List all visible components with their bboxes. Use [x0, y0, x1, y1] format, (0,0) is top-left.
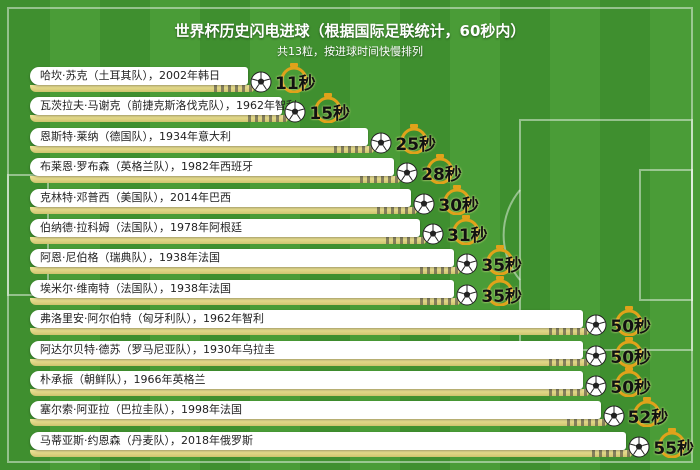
soccer-ball-icon	[396, 162, 418, 184]
player-label: 阿达尔贝特·德苏（罗马尼亚队），1930年乌拉圭	[40, 342, 275, 356]
bar-trail	[30, 389, 590, 396]
bar-trail	[30, 419, 607, 427]
bar-row: 朴承振（朝鲜队），1966年英格兰 50秒	[30, 367, 675, 398]
player-label-box: 朴承振（朝鲜队），1966年英格兰	[30, 371, 584, 389]
soccer-ball-icon	[628, 436, 650, 458]
stopwatch-icon	[314, 93, 342, 124]
player-label-box: 哈坎·苏克（土耳其队），2002年韩日	[30, 67, 248, 85]
soccer-ball-icon	[284, 101, 306, 123]
stopwatch-icon	[658, 427, 686, 458]
bar-trail	[30, 237, 426, 244]
stopwatch-icon	[486, 275, 514, 306]
goal-time-label: 35秒	[481, 256, 523, 277]
player-label-box: 阿恩·尼伯格（瑞典队），1938年法国	[30, 249, 455, 268]
goal-time-label: 28秒	[421, 165, 462, 186]
goal-time-label: 15秒	[309, 104, 351, 125]
goal-time-label: 31秒	[447, 226, 488, 246]
soccer-ball-icon	[456, 284, 478, 306]
player-label: 朴承振（朝鲜队），1966年英格兰	[40, 373, 206, 386]
goal-time-label: 50秒	[610, 317, 652, 338]
bar-row: 哈坎·苏克（土耳其队），2002年韩日 11秒	[30, 63, 340, 94]
stopwatch-icon	[615, 336, 643, 367]
player-label-box: 伯纳德·拉科姆（法国队），1978年阿根廷	[30, 219, 420, 237]
bar-trail	[30, 449, 633, 457]
player-label-box: 克林特·邓普西（美国队），2014年巴西	[30, 188, 412, 207]
soccer-ball-icon	[422, 223, 444, 245]
bar-row: 克林特·邓普西（美国队），2014年巴西 30秒	[30, 184, 503, 216]
goal-time-label: 11秒	[275, 74, 316, 94]
soccer-ball-icon	[250, 71, 272, 93]
stopwatch-icon	[443, 184, 471, 215]
player-label: 马蒂亚斯·约恩森（丹麦队），2018年俄罗斯	[40, 433, 253, 447]
goal-time-label: 30秒	[438, 195, 480, 216]
stopwatch-icon	[452, 215, 480, 245]
goal-time-label: 35秒	[481, 286, 523, 307]
player-label-box: 埃米尔·维南特（法国队），1938年法国	[30, 279, 455, 298]
bar-row: 伯纳德·拉科姆（法国队），1978年阿根廷 31秒	[30, 215, 512, 246]
bar-row: 弗洛里安·阿尔伯特（匈牙利队），1962年智利 50秒	[30, 306, 675, 338]
bar-trail	[30, 358, 590, 366]
goal-time-label: 50秒	[610, 378, 652, 398]
stopwatch-icon	[633, 397, 661, 428]
soccer-ball-icon	[585, 375, 607, 397]
goal-time-label: 25秒	[395, 134, 437, 155]
bar-trail	[30, 115, 289, 123]
player-label: 瓦茨拉夫·马谢克（前捷克斯洛伐克队），1962年智利	[40, 99, 297, 113]
player-label: 埃米尔·维南特（法国队），1938年法国	[40, 281, 231, 295]
chart-subtitle: 共13粒，按进球时间快慢排列	[277, 45, 423, 58]
player-label-box: 塞尔索·阿亚拉（巴拉圭队），1998年法国	[30, 401, 601, 420]
goal-time-label: 52秒	[627, 408, 669, 429]
bar-trail	[30, 145, 375, 153]
player-label: 哈坎·苏克（土耳其队），2002年韩日	[40, 69, 220, 82]
player-label: 恩斯特·莱纳（德国队），1934年意大利	[40, 129, 231, 143]
stopwatch-icon	[400, 123, 428, 154]
player-label: 伯纳德·拉科姆（法国队），1978年阿根廷	[40, 221, 242, 234]
player-label-box: 马蒂亚斯·约恩森（丹麦队），2018年俄罗斯	[30, 431, 627, 450]
player-label-box: 弗洛里安·阿尔伯特（匈牙利队），1962年智利	[30, 310, 584, 329]
stopwatch-icon	[426, 154, 454, 185]
bar-trail	[30, 328, 590, 336]
player-label-box: 阿达尔贝特·德苏（罗马尼亚队），1930年乌拉圭	[30, 340, 584, 359]
player-label-box: 瓦茨拉夫·马谢克（前捷克斯洛伐克队），1962年智利	[30, 97, 297, 116]
bar-trail	[30, 206, 418, 214]
soccer-ball-icon	[585, 314, 607, 336]
player-label-box: 布莱恩·罗布森（英格兰队），1982年西班牙	[30, 158, 395, 177]
stopwatch-icon	[615, 367, 643, 397]
bar-row: 马蒂亚斯·约恩森（丹麦队），2018年俄罗斯 55秒	[30, 427, 700, 459]
bar-row: 阿达尔贝特·德苏（罗马尼亚队），1930年乌拉圭 50秒	[30, 336, 675, 368]
bar-trail	[30, 176, 401, 184]
bar-row: 恩斯特·莱纳（德国队），1934年意大利 25秒	[30, 123, 460, 155]
bar-row: 阿恩·尼伯格（瑞典队），1938年法国 35秒	[30, 245, 546, 277]
bar-row: 布莱恩·罗布森（英格兰队），1982年西班牙 28秒	[30, 154, 486, 186]
player-label: 阿恩·尼伯格（瑞典队），1938年法国	[40, 251, 220, 265]
bar-trail	[30, 297, 461, 305]
bar-row: 瓦茨拉夫·马谢克（前捷克斯洛伐克队），1962年智利 15秒	[30, 93, 374, 125]
player-label: 塞尔索·阿亚拉（巴拉圭队），1998年法国	[40, 403, 242, 417]
stopwatch-icon	[280, 63, 308, 93]
player-label: 布莱恩·罗布森（英格兰队），1982年西班牙	[40, 160, 253, 174]
soccer-ball-icon	[413, 193, 435, 215]
bar-row: 埃米尔·维南特（法国队），1938年法国 35秒	[30, 275, 546, 307]
player-label-box: 恩斯特·莱纳（德国队），1934年意大利	[30, 127, 369, 146]
stopwatch-icon	[615, 306, 643, 337]
soccer-ball-icon	[585, 345, 607, 367]
soccer-ball-icon	[603, 405, 625, 427]
bar-trail	[30, 267, 461, 275]
goal-time-label: 50秒	[610, 347, 652, 368]
soccer-ball-icon	[456, 253, 478, 275]
player-label: 克林特·邓普西（美国队），2014年巴西	[40, 190, 231, 204]
goal-time-label: 55秒	[653, 438, 695, 459]
bar-row: 塞尔索·阿亚拉（巴拉圭队），1998年法国 52秒	[30, 397, 693, 429]
bar-trail	[30, 85, 254, 92]
stopwatch-icon	[486, 245, 514, 276]
player-label: 弗洛里安·阿尔伯特（匈牙利队），1962年智利	[40, 312, 264, 326]
soccer-ball-icon	[370, 132, 392, 154]
chart-title: 世界杯历史闪电进球（根据国际足联统计，60秒内）	[174, 22, 526, 40]
